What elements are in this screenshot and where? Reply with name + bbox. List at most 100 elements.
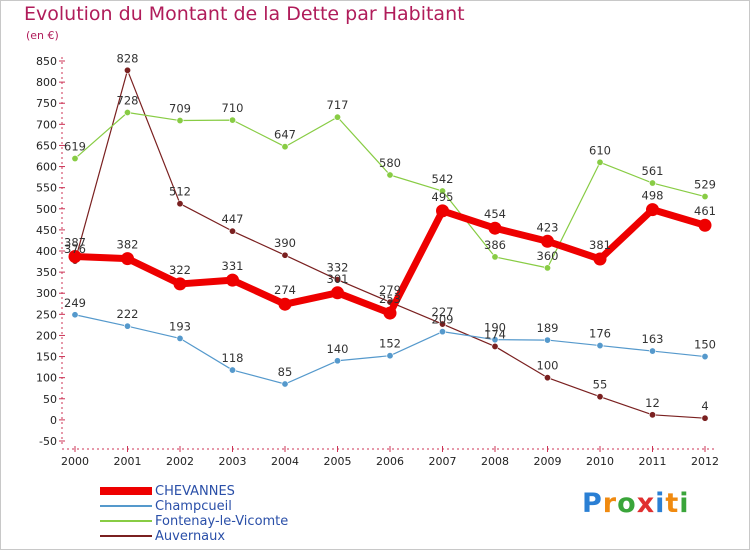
data-point-fontenay-le-vicomte xyxy=(596,158,604,166)
data-point-fontenay-le-vicomte xyxy=(281,143,289,151)
data-point-champcueil xyxy=(333,357,341,365)
data-point-fontenay-le-vicomte xyxy=(71,155,79,163)
x-tick-label: 2002 xyxy=(166,455,194,468)
data-label-auvernaux: 227 xyxy=(432,305,454,319)
data-label-champcueil: 193 xyxy=(169,319,191,333)
legend-swatch xyxy=(100,535,152,537)
data-label-champcueil: 118 xyxy=(222,351,244,365)
data-label-chevannes: 382 xyxy=(117,238,139,252)
data-label-fontenay-le-vicomte: 619 xyxy=(64,140,86,154)
data-label-champcueil: 150 xyxy=(694,338,716,352)
y-tick-label: 700 xyxy=(36,118,57,131)
data-point-champcueil xyxy=(71,311,79,319)
data-label-champcueil: 140 xyxy=(327,342,349,356)
data-point-auvernaux xyxy=(648,411,656,419)
y-tick-label: 50 xyxy=(43,393,57,406)
data-point-champcueil xyxy=(438,328,446,336)
data-label-fontenay-le-vicomte: 580 xyxy=(379,156,401,170)
chart-subtitle: (en €) xyxy=(26,29,59,42)
data-point-champcueil xyxy=(491,336,499,344)
data-label-fontenay-le-vicomte: 728 xyxy=(117,94,139,108)
data-label-fontenay-le-vicomte: 709 xyxy=(169,102,191,116)
data-point-chevannes xyxy=(68,249,82,263)
logo-letter: x xyxy=(636,488,656,519)
y-tick-label: 450 xyxy=(36,224,57,237)
y-tick-label: 850 xyxy=(36,55,57,68)
data-point-chevannes xyxy=(173,277,187,291)
data-point-chevannes xyxy=(436,204,449,218)
data-label-chevannes: 381 xyxy=(589,238,611,252)
data-label-fontenay-le-vicomte: 710 xyxy=(222,101,244,115)
data-label-auvernaux: 55 xyxy=(593,378,608,392)
y-tick-label: 0 xyxy=(50,414,57,427)
data-point-champcueil xyxy=(229,366,237,374)
logo-letter: P xyxy=(582,488,603,519)
legend-label: Fontenay-le-Vicomte xyxy=(155,514,289,529)
data-labels: 387 382 322 331 274 301 253 495 454 423 381 498 461 2… xyxy=(64,51,716,413)
data-label-fontenay-le-vicomte: 561 xyxy=(642,164,664,178)
data-point-auvernaux xyxy=(333,276,341,284)
data-label-chevannes: 331 xyxy=(222,259,244,273)
y-tick-label: 600 xyxy=(36,161,57,174)
x-tick-label: 2001 xyxy=(114,455,142,468)
data-label-champcueil: 249 xyxy=(64,296,86,310)
data-point-auvernaux xyxy=(229,227,237,235)
data-point-champcueil xyxy=(543,336,551,344)
y-tick-label: 500 xyxy=(36,203,57,216)
data-point-auvernaux xyxy=(701,414,709,422)
data-point-chevannes xyxy=(226,273,239,287)
data-point-chevannes xyxy=(331,286,344,300)
data-label-champcueil: 222 xyxy=(117,307,139,321)
logo-letter: r xyxy=(602,488,618,519)
y-tick-label: 800 xyxy=(36,76,57,89)
data-point-auvernaux xyxy=(281,251,289,259)
data-point-fontenay-le-vicomte xyxy=(124,109,132,117)
x-tick-label: 2000 xyxy=(61,455,89,468)
data-label-fontenay-le-vicomte: 647 xyxy=(274,128,296,142)
data-point-fontenay-le-vicomte xyxy=(333,113,341,121)
data-label-auvernaux: 376 xyxy=(64,242,86,256)
data-point-auvernaux xyxy=(438,320,446,328)
y-tick-label: 150 xyxy=(36,351,57,364)
y-tick-label: -50 xyxy=(39,435,57,448)
data-point-champcueil xyxy=(124,322,132,330)
data-label-champcueil: 85 xyxy=(278,365,293,379)
data-point-fontenay-le-vicomte xyxy=(701,193,709,201)
data-point-chevannes xyxy=(121,252,134,266)
axes: 8508007507006506005505004504003503002502… xyxy=(36,55,719,468)
data-point-champcueil xyxy=(648,347,656,355)
data-label-fontenay-le-vicomte: 542 xyxy=(432,172,454,186)
y-tick-label: 300 xyxy=(36,287,57,300)
data-label-auvernaux: 390 xyxy=(274,236,296,250)
data-label-auvernaux: 828 xyxy=(117,51,139,65)
y-tick-label: 250 xyxy=(36,308,57,321)
data-point-champcueil xyxy=(596,342,604,350)
data-label-auvernaux: 12 xyxy=(645,396,660,410)
data-label-auvernaux: 100 xyxy=(537,359,559,373)
logo-letter: i xyxy=(679,488,690,519)
logo-letter: i xyxy=(655,488,666,519)
x-tick-label: 2008 xyxy=(481,455,509,468)
data-point-fontenay-le-vicomte xyxy=(176,117,184,125)
data-label-chevannes: 495 xyxy=(432,190,454,204)
x-tick-label: 2011 xyxy=(639,455,667,468)
data-point-auvernaux xyxy=(124,66,132,74)
data-label-auvernaux: 512 xyxy=(169,185,191,199)
data-point-champcueil xyxy=(176,334,184,342)
data-label-chevannes: 461 xyxy=(694,204,716,218)
data-label-champcueil: 163 xyxy=(642,332,664,346)
data-label-fontenay-le-vicomte: 529 xyxy=(694,178,716,192)
data-point-auvernaux xyxy=(543,374,551,382)
data-point-chevannes xyxy=(278,297,292,311)
legend-label: CHEVANNES xyxy=(155,484,235,499)
data-label-chevannes: 454 xyxy=(484,207,506,221)
data-label-fontenay-le-vicomte: 610 xyxy=(589,143,611,157)
data-point-fontenay-le-vicomte xyxy=(438,187,446,195)
x-tick-label: 2009 xyxy=(534,455,562,468)
y-tick-label: 750 xyxy=(36,97,57,110)
chart-title: Evolution du Montant de la Dette par Hab… xyxy=(24,3,465,25)
data-label-chevannes: 423 xyxy=(537,220,559,234)
data-label-auvernaux: 332 xyxy=(327,261,349,275)
data-point-chevannes xyxy=(383,306,397,320)
data-label-auvernaux: 4 xyxy=(701,399,708,413)
